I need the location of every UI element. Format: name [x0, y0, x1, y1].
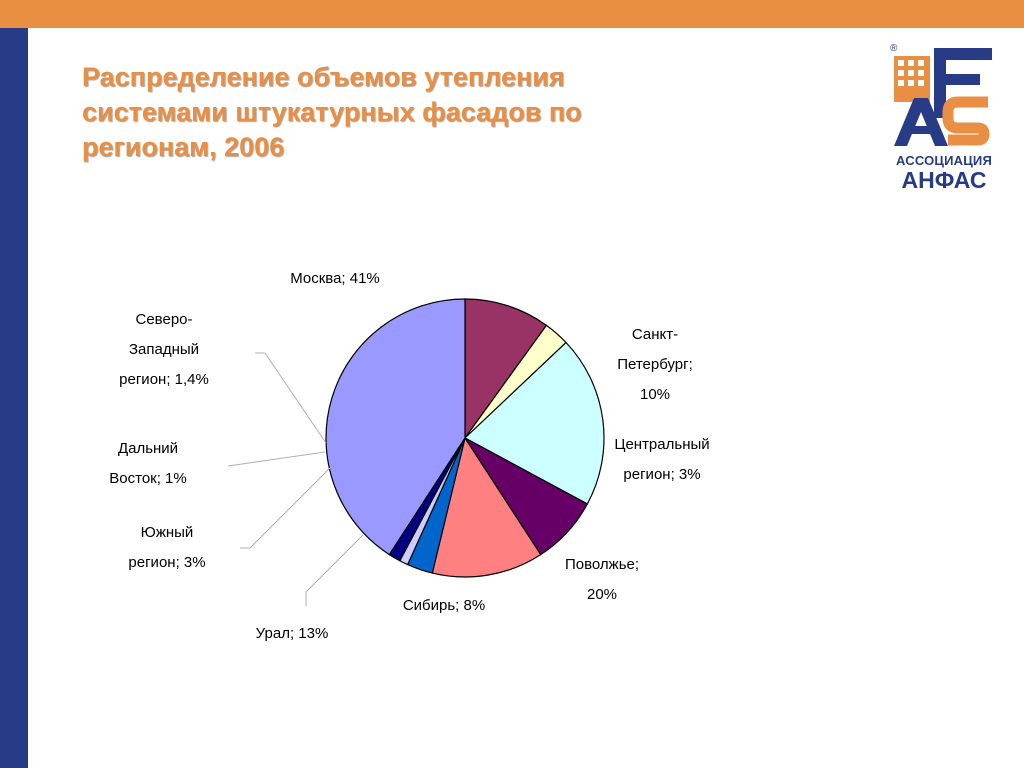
slide-title-line: регионам, 2006 — [82, 132, 285, 162]
anfas-logo: ® — [890, 43, 992, 146]
slide-title: Распределение объемов утепления системам… — [82, 60, 782, 165]
logo-caption-anfas: АНФАС — [901, 167, 987, 193]
leader-line — [227, 451, 326, 467]
slice-label: Центральный регион; 3% — [614, 436, 709, 483]
slice-label: Санкт-Петербург; 10% — [617, 326, 693, 403]
slice-label: Москва; 41% — [290, 270, 380, 287]
leader-line — [255, 352, 327, 444]
slice-label: Дальний Восток; 1% — [109, 440, 186, 487]
slice-label: Сибирь; 8% — [403, 597, 485, 614]
top-accent-bar — [0, 0, 1024, 28]
letter-f-icon — [934, 48, 992, 118]
building-icon — [894, 56, 930, 102]
leader-line — [305, 534, 364, 606]
registered-mark: ® — [890, 43, 898, 54]
left-accent-bar — [0, 28, 28, 768]
slide-title-line: Распределение объемов утепления — [82, 62, 565, 92]
pie-slices — [325, 298, 605, 578]
leader-line — [240, 467, 331, 549]
pie-slice — [431, 436, 542, 578]
slice-label: Урал; 13% — [256, 625, 329, 642]
pie-slice — [325, 298, 466, 556]
letter-s-icon — [942, 96, 990, 146]
pie-slice — [464, 298, 548, 440]
slice-labels: Санкт-Петербург; 10% Центральный регион; 3%… — [109, 270, 709, 642]
letter-a-icon — [894, 98, 948, 146]
slice-label: Поволжье; 20% — [565, 556, 639, 603]
logo-caption-association: АССОЦИАЦИЯ — [895, 153, 993, 168]
slice-label: Южный регион; 3% — [128, 524, 205, 571]
slice-label: Северо-Западный регион; 1,4% — [119, 311, 209, 388]
leader-lines — [227, 352, 364, 606]
slide-title-line: системами штукатурных фасадов по — [82, 97, 582, 127]
pie-slice — [463, 341, 605, 505]
